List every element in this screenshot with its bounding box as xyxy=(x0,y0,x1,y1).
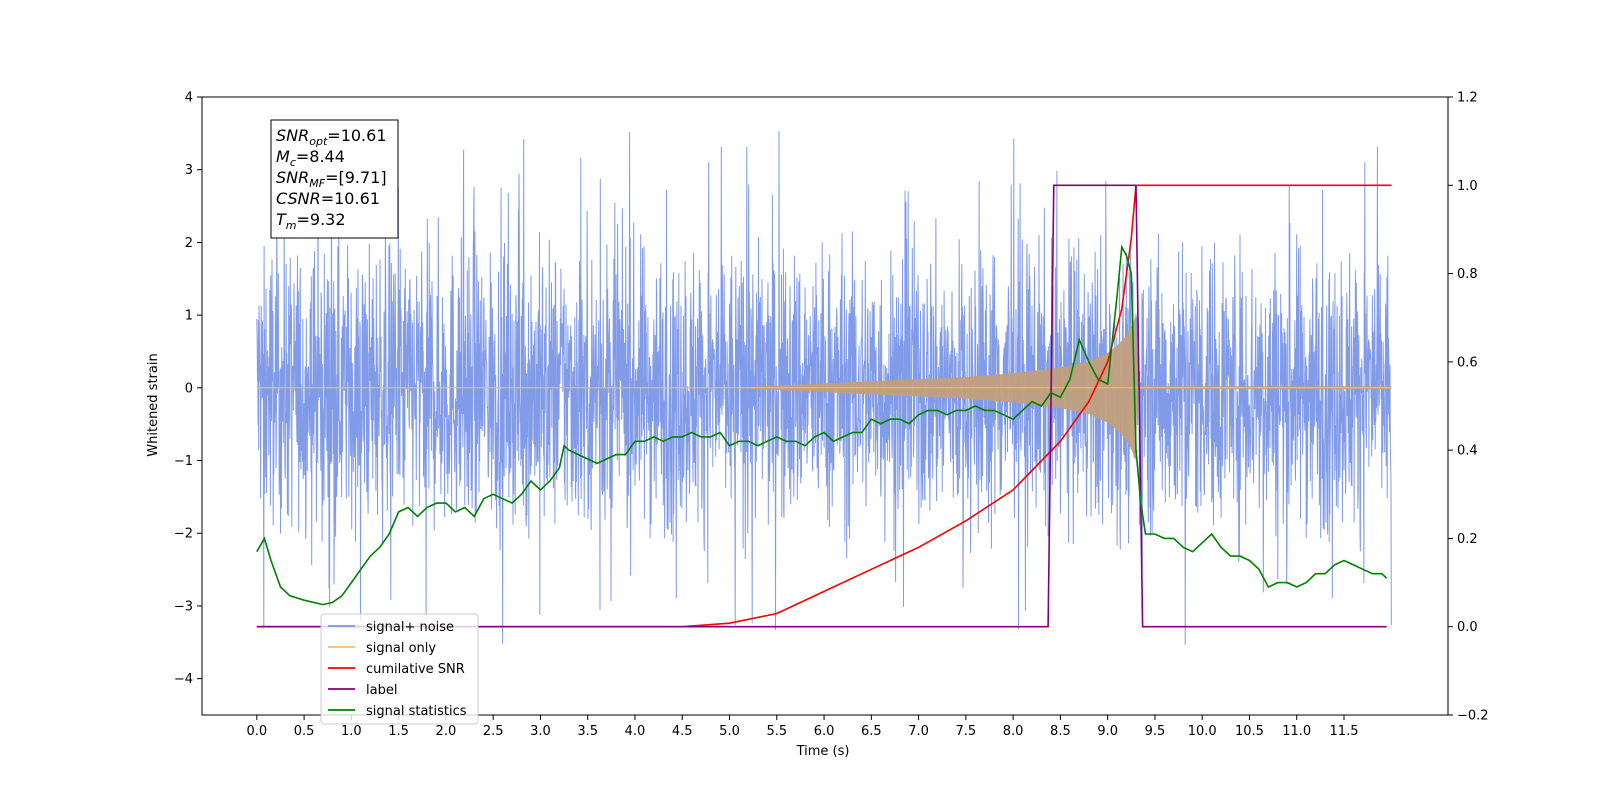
y2-tick-label: 1.2 xyxy=(1457,91,1478,106)
x-tick-label: 2.0 xyxy=(436,724,457,739)
x-tick-label: 1.5 xyxy=(388,724,409,739)
x-tick-label: 1.0 xyxy=(341,724,362,739)
y-tick-label: −3 xyxy=(174,599,193,614)
legend-label: label xyxy=(366,683,397,698)
x-tick-label: 6.5 xyxy=(861,724,882,739)
legend-label: cumilative SNR xyxy=(366,662,465,677)
axes-frame xyxy=(201,96,1449,716)
y2-tick-label: 0.0 xyxy=(1457,620,1478,635)
x-axis-label: Time (s) xyxy=(796,744,850,759)
legend-label: signal statistics xyxy=(366,704,467,719)
x-tick-label: 0.5 xyxy=(294,724,315,739)
annotation-line: Tm=9.32 xyxy=(276,210,346,232)
y2-tick-label: 1.0 xyxy=(1457,179,1478,194)
annotation-line: SNRMF=[9.71] xyxy=(276,168,387,190)
legend: signal+ noise signal only cumilative SNR la… xyxy=(320,613,479,725)
cumilative-snr-line xyxy=(256,184,1392,628)
y2-tick-label: −0.2 xyxy=(1457,709,1489,724)
x-tick-label: 8.5 xyxy=(1050,724,1071,739)
signal-statistics-line xyxy=(256,244,1388,606)
y2-tick-label: 0.8 xyxy=(1457,267,1478,282)
x-tick-label: 4.0 xyxy=(625,724,646,739)
y-tick-label: −1 xyxy=(174,454,193,469)
y2-tick-label: 0.4 xyxy=(1457,444,1478,459)
y-tick-label: 3 xyxy=(185,163,193,178)
x-tick-label: 9.0 xyxy=(1097,724,1118,739)
x-tick-label: 2.5 xyxy=(483,724,504,739)
y-tick-label: 4 xyxy=(185,91,193,106)
annotation-line: CSNR=10.61 xyxy=(276,189,380,208)
x-tick-label: 0.0 xyxy=(246,724,267,739)
x-tick-label: 9.5 xyxy=(1145,724,1166,739)
y-tick-label: 1 xyxy=(185,309,193,324)
x-tick-label: 7.5 xyxy=(956,724,977,739)
axes-border xyxy=(201,96,1449,716)
y2-tick-label: 0.2 xyxy=(1457,532,1478,547)
x-tick-label: 3.0 xyxy=(530,724,551,739)
axis-ticks: 0.0 0.5 1.0 1.5 2.0 2.5 3.0 3.5 4.0 4.5 5.0 5.5 6.0 6… xyxy=(174,91,1489,740)
x-tick-label: 11.5 xyxy=(1330,724,1359,739)
x-tick-label: 10.5 xyxy=(1235,724,1264,739)
legend-label: signal+ noise xyxy=(366,620,454,635)
label-line xyxy=(256,184,1387,628)
y-tick-label: −4 xyxy=(174,672,193,687)
y2-tick-label: 0.6 xyxy=(1457,355,1478,370)
plot-area xyxy=(256,128,1392,645)
y-tick-label: 0 xyxy=(185,381,193,396)
x-tick-label: 7.0 xyxy=(908,724,929,739)
x-tick-label: 11.0 xyxy=(1282,724,1311,739)
annotation-line: SNRopt=10.61 xyxy=(276,126,387,148)
x-tick-label: 4.5 xyxy=(672,724,693,739)
x-tick-label: 10.0 xyxy=(1188,724,1217,739)
legend-label: signal only xyxy=(366,641,436,656)
legend-frame xyxy=(320,613,479,725)
annotation-line: Mc=8.44 xyxy=(276,147,345,169)
y-tick-label: −2 xyxy=(174,527,193,542)
y-axis-label: Whitened strain xyxy=(146,353,161,456)
annotation-frame xyxy=(270,119,399,239)
signal-noise-line xyxy=(256,128,1392,645)
x-tick-label: 5.0 xyxy=(719,724,740,739)
x-tick-label: 3.5 xyxy=(577,724,598,739)
x-tick-label: 8.0 xyxy=(1003,724,1024,739)
annotation-box: SNRopt=10.61Mc=8.44SNRMF=[9.71]CSNR=10.6… xyxy=(270,119,399,239)
x-tick-label: 5.5 xyxy=(766,724,787,739)
y-tick-label: 2 xyxy=(185,236,193,251)
x-tick-label: 6.0 xyxy=(814,724,835,739)
